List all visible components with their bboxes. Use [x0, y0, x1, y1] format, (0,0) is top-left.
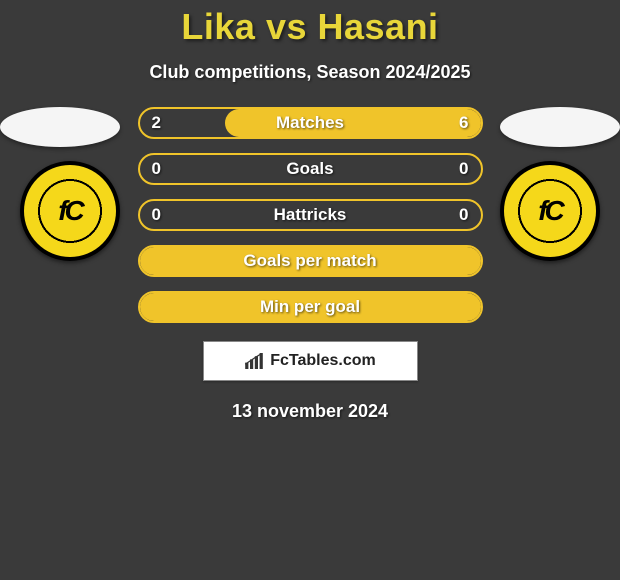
stat-row-goals-per-match: Goals per match [138, 245, 483, 277]
subtitle: Club competitions, Season 2024/2025 [0, 62, 620, 83]
stat-row-matches: 2 Matches 6 [138, 107, 483, 139]
brand-text: FcTables.com [270, 352, 376, 370]
stat-value-left: 0 [152, 159, 161, 179]
player-avatar-left [0, 107, 120, 147]
stats-table: 2 Matches 6 0 Goals 0 0 Hattricks 0 Goal… [138, 107, 483, 323]
stat-row-hattricks: 0 Hattricks 0 [138, 199, 483, 231]
stat-label: Hattricks [274, 205, 347, 225]
stat-value-left: 2 [152, 113, 161, 133]
player-avatar-right [500, 107, 620, 147]
stat-value-right: 0 [459, 159, 468, 179]
stat-label: Matches [276, 113, 344, 133]
brand-badge[interactable]: FcTables.com [203, 341, 418, 381]
club-logo-left: fC [20, 161, 120, 261]
content-area: fC fC 2 Matches 6 0 Goals 0 0 Hattricks … [0, 107, 620, 422]
stat-label: Min per goal [260, 297, 360, 317]
stat-label: Goals [286, 159, 333, 179]
date-text: 13 november 2024 [0, 401, 620, 422]
stat-value-left: 0 [152, 205, 161, 225]
stat-value-right: 6 [459, 113, 468, 133]
stat-fill [225, 109, 481, 137]
stat-row-goals: 0 Goals 0 [138, 153, 483, 185]
club-logo-right: fC [500, 161, 600, 261]
stat-row-min-per-goal: Min per goal [138, 291, 483, 323]
bar-chart-icon [244, 353, 264, 369]
stat-label: Goals per match [243, 251, 376, 271]
stat-value-right: 0 [459, 205, 468, 225]
page-title: Lika vs Hasani [0, 0, 620, 48]
